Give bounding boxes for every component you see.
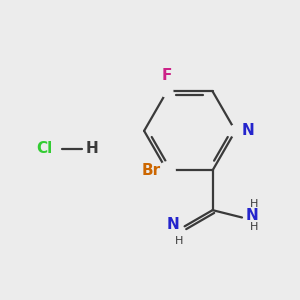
Text: F: F [162, 68, 172, 82]
Text: H: H [250, 222, 259, 232]
Circle shape [161, 85, 173, 97]
Text: N: N [167, 218, 179, 232]
Text: H: H [175, 236, 184, 246]
Text: N: N [242, 123, 255, 138]
Text: Br: Br [141, 163, 160, 178]
Text: N: N [245, 208, 258, 223]
Circle shape [159, 162, 175, 178]
Circle shape [230, 125, 241, 137]
Text: H: H [250, 199, 259, 209]
Text: Cl: Cl [37, 141, 53, 156]
Text: H: H [85, 141, 98, 156]
